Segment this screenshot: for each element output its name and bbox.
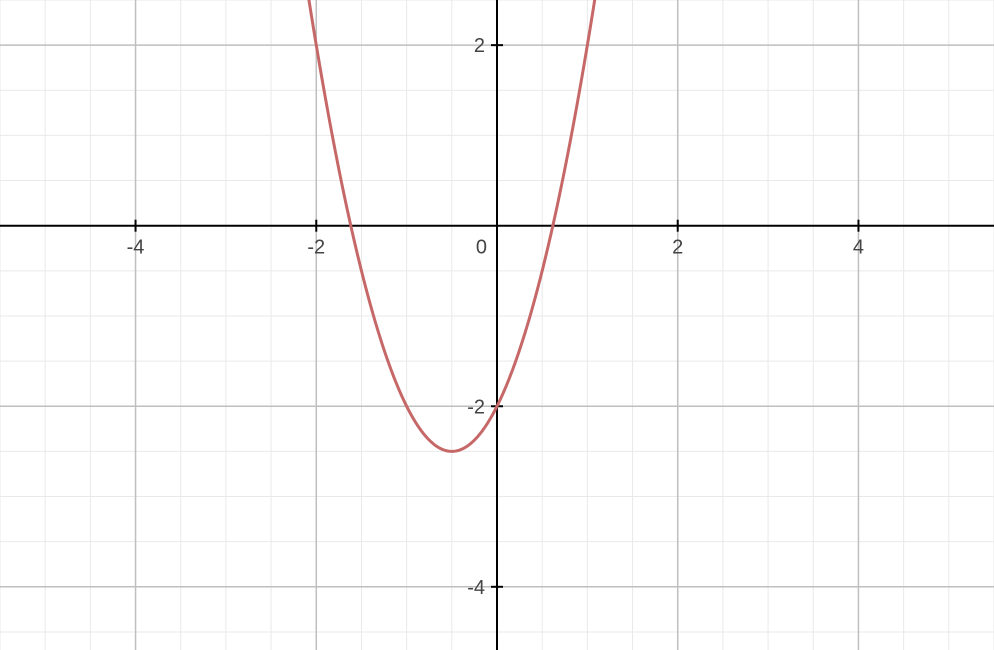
y-tick-label: 2 <box>474 35 485 57</box>
coordinate-plane-chart: -4 -2 0 2 4 -4 -2 2 <box>0 0 994 650</box>
axes <box>0 0 994 650</box>
tick-labels: -4 -2 0 2 4 -4 -2 2 <box>127 35 864 599</box>
x-tick-label: 4 <box>853 237 864 259</box>
x-tick-label: -4 <box>127 237 145 259</box>
x-tick-label: -2 <box>307 237 325 259</box>
x-tick-label: 2 <box>672 237 683 259</box>
y-tick-label: -4 <box>467 577 485 599</box>
y-tick-label: -2 <box>467 396 485 418</box>
x-tick-label: 0 <box>476 237 487 259</box>
